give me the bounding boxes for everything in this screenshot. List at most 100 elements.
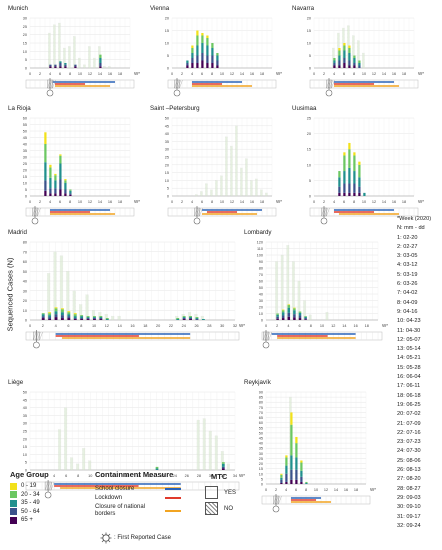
x-tick-label: 2: [323, 200, 325, 204]
stacked-bar: [216, 65, 219, 68]
mtc-no-swatch: [205, 502, 218, 515]
stacked-bar: [295, 469, 298, 480]
stacked-bar: [60, 308, 64, 310]
stacked-bar: [41, 313, 45, 315]
mtc-hatch: [326, 207, 330, 217]
background-bar: [48, 32, 51, 69]
y-tick-label: 20: [23, 299, 27, 303]
stacked-bar: [333, 63, 336, 66]
y-tick-label: 5: [25, 461, 27, 465]
measure-swatch: [165, 488, 181, 491]
background-bar: [63, 47, 66, 69]
stacked-bar: [189, 319, 192, 320]
stacked-bar: [59, 66, 62, 68]
mtc-hatch: [199, 207, 203, 217]
measure-label: School closure: [95, 486, 135, 493]
stacked-bar: [195, 318, 199, 320]
x-tick-label: 4: [191, 72, 193, 76]
x-tick-label: 30: [209, 474, 213, 478]
y-tick-label: 30: [23, 289, 27, 293]
stacked-bar: [186, 60, 189, 63]
stacked-bar: [343, 50, 346, 58]
virus-icon: [325, 89, 333, 97]
measure-legend-item: Closure of national borders: [95, 502, 181, 520]
background-bar: [58, 22, 61, 69]
x-tick-label: 2: [42, 324, 44, 328]
stacked-bar: [293, 307, 296, 309]
stacked-bar: [195, 317, 199, 319]
stacked-bar: [358, 192, 361, 196]
x-end-label: W*: [239, 323, 245, 328]
x-tick-label: 2: [275, 488, 277, 492]
stacked-bar: [305, 482, 308, 484]
background-bar: [325, 312, 329, 321]
week-entry: 23: 07-23: [397, 439, 421, 446]
y-tick-label: 70: [23, 250, 27, 254]
week-entry: 32: 09-24: [397, 522, 421, 529]
stacked-bar: [287, 305, 291, 308]
age-label: 65 +: [21, 517, 33, 524]
x-tick-label: 6: [343, 200, 345, 204]
chart-title: Navarra: [292, 5, 315, 12]
y-tick-label: 60: [23, 117, 27, 121]
x-tick-label: 10: [362, 200, 366, 204]
mtc-hatch: [35, 207, 39, 217]
stacked-bar: [206, 63, 209, 68]
stacked-bar: [44, 180, 47, 191]
background-bar: [108, 66, 111, 69]
y-tick-label: 75: [259, 406, 263, 410]
background-bar: [76, 463, 80, 471]
measure-label: Lockdown: [95, 494, 123, 501]
stacked-bar: [348, 149, 351, 168]
age-swatch: [10, 516, 17, 524]
stacked-bar: [201, 33, 204, 36]
y-tick-label: 40: [23, 406, 27, 410]
x-tick-label: 6: [295, 488, 297, 492]
stacked-bar: [348, 60, 351, 66]
x-tick-label: 0: [29, 324, 31, 328]
measure-legend-item: School closure: [95, 485, 181, 494]
stacked-bar: [300, 481, 303, 484]
background-bar: [275, 261, 279, 321]
background-bar: [82, 448, 86, 471]
stacked-bar: [298, 318, 302, 320]
y-tick-label: 20: [165, 17, 169, 21]
background-bar: [70, 457, 74, 471]
chart-panel: Lombardy 0 10 20 30 40 50 60 70 80 90 100 110 120 0 2 4 6…: [244, 229, 388, 349]
x-tick-label: 12: [372, 200, 376, 204]
mtc-hatch: [49, 79, 53, 89]
y-tick-label: 65: [259, 416, 263, 420]
stacked-bar: [333, 65, 336, 68]
mtc-hatch: [276, 495, 280, 505]
stacked-bar: [276, 318, 279, 320]
stacked-bar: [293, 314, 296, 318]
y-tick-label: 15: [307, 148, 311, 152]
stacked-bar: [353, 171, 356, 184]
week-entry: 19: 06-25: [397, 401, 421, 408]
stacked-bar: [221, 462, 225, 464]
y-tick-label: 20: [23, 33, 27, 37]
background-bar: [352, 35, 355, 69]
stacked-bar: [93, 319, 96, 320]
weeks-list: 1: 02-20 2: 02-27 3: 03-05 4: 03-12 5: 03-19…: [397, 234, 442, 532]
y-tick-label: 40: [23, 143, 27, 147]
y-tick-label: 45: [259, 437, 263, 441]
age-legend-item: 35 - 49: [10, 499, 49, 508]
x-tick-label: 22: [169, 324, 173, 328]
background-bar: [240, 167, 243, 197]
stacked-bar: [54, 307, 58, 309]
x-tick-label: 8: [77, 474, 79, 478]
mtc-hatch: [44, 481, 49, 491]
x-tick-label: 6: [201, 72, 203, 76]
background-bar: [362, 52, 365, 69]
stacked-bar: [333, 58, 336, 61]
stacked-bar: [80, 318, 84, 320]
x-tick-label: 16: [392, 72, 396, 76]
y-tick-label: 15: [259, 467, 263, 471]
y-tick-label: 0: [25, 469, 27, 473]
mtc-hatch: [179, 79, 183, 89]
stacked-bar: [99, 58, 102, 63]
age-legend-item: 0 - 19: [10, 482, 49, 491]
background-bar: [196, 419, 200, 471]
x-tick-label: 8: [353, 200, 355, 204]
